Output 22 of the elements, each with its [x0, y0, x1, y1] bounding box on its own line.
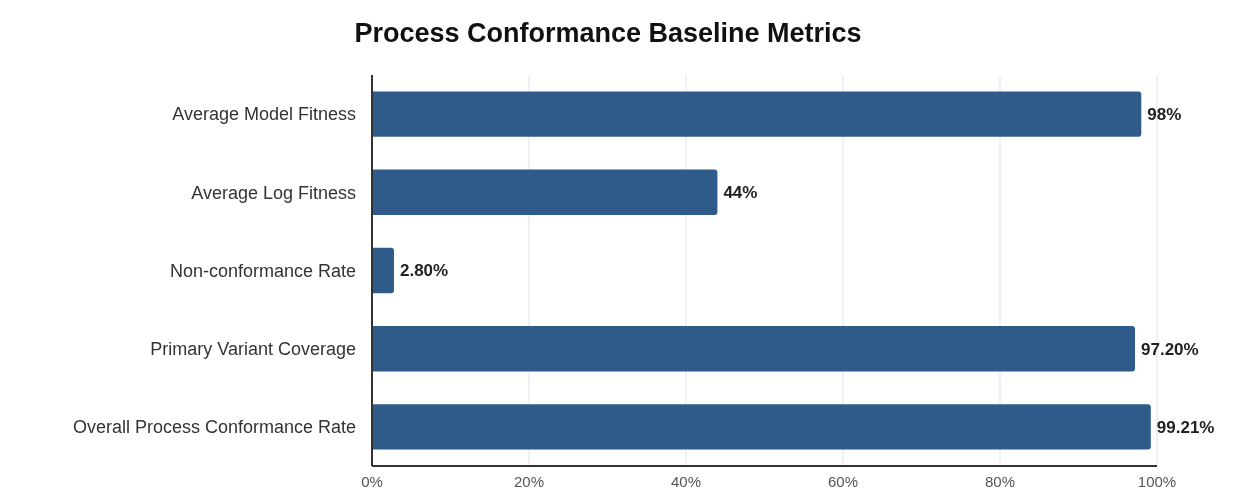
y-tick-label: Average Model Fitness — [172, 104, 356, 125]
data-label: 2.80% — [399, 261, 449, 281]
chart-title: Process Conformance Baseline Metrics — [354, 18, 862, 48]
x-tick-label: 60% — [827, 473, 859, 490]
x-tick-label: 40% — [670, 473, 702, 490]
data-label: 98% — [1147, 105, 1182, 125]
x-tick-label: 100% — [1137, 473, 1177, 490]
data-label: 99.21% — [1156, 417, 1215, 437]
data-label: 44% — [723, 183, 758, 203]
y-tick-label: Non-conformance Rate — [169, 260, 356, 281]
x-tick-label: 80% — [984, 473, 1016, 490]
bar — [372, 247, 394, 294]
x-tick-label: 20% — [513, 473, 545, 490]
x-tick-label: 0% — [361, 473, 383, 490]
y-tick-label: Overall Process Conformance Rate — [72, 417, 356, 438]
bar — [372, 326, 1136, 372]
y-tick-label: Average Log Fitness — [191, 182, 356, 203]
y-tick-label: Primary Variant Coverage — [150, 339, 356, 359]
bar — [372, 404, 1151, 450]
bar — [372, 91, 1142, 137]
bar — [372, 169, 718, 215]
data-label: 97.20% — [1141, 339, 1199, 359]
